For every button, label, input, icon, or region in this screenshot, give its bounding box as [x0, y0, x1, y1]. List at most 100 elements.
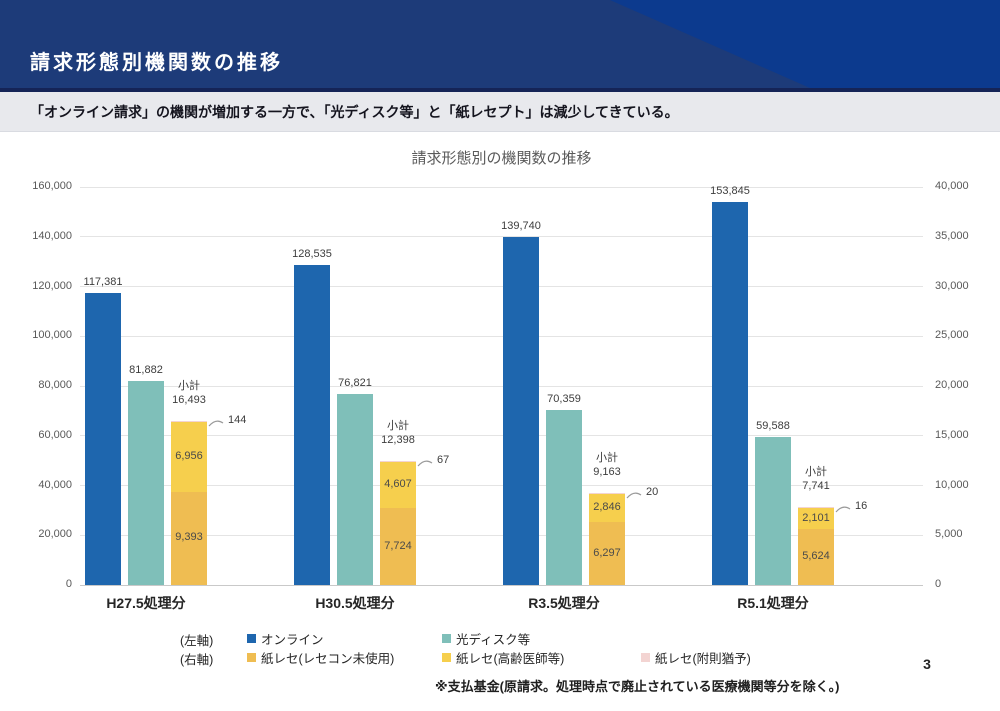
gridline	[80, 385, 923, 387]
stack-segment-0-3	[798, 529, 834, 585]
bar-value-label: 59,588	[756, 419, 790, 432]
gridline	[80, 435, 923, 437]
subtotal-label: 小計 7,741	[802, 466, 830, 493]
category-label-1: H30.5処理分	[315, 595, 395, 611]
right-axis-tick: 20,000	[935, 379, 969, 391]
page-number: 3	[923, 656, 931, 672]
legend-left-axis-label: (左軸)	[180, 634, 214, 648]
stack-segment-2-3	[798, 507, 834, 509]
right-axis-tick: 40,000	[935, 180, 969, 192]
stack-segment-2-1	[380, 461, 416, 463]
subtotal-label: 小計 12,398	[381, 420, 415, 447]
bar-value-label: 128,535	[292, 248, 332, 261]
bar-disk-3	[755, 436, 791, 585]
legend-label-paper-no-receipt-computer: 紙レセ(レセコン未使用)	[261, 652, 395, 666]
category-label-2: R3.5処理分	[528, 595, 600, 611]
left-axis-tick: 120,000	[32, 279, 72, 292]
stack-segment-0-1	[380, 508, 416, 585]
legend-item-paper-no-receipt-computer: 紙レセ(レセコン未使用)	[247, 648, 394, 667]
right-axis-tick: 25,000	[935, 329, 969, 342]
subtitle-bar: 「オンライン請求」の機関が増加する一方で、「光ディスク等」と「紙レセプト」は減少…	[0, 92, 1000, 132]
bar-disk-2	[546, 409, 582, 585]
stack-segment-2-0	[171, 420, 207, 423]
grace-value-label: 20	[646, 486, 659, 499]
right-axis-tick: 30,000	[935, 279, 969, 292]
subtotal-label: 小計 16,493	[172, 379, 206, 406]
stack-segment-0-2	[589, 522, 625, 585]
grace-leader-line	[626, 487, 643, 499]
segment-value-label: 4,607	[384, 478, 412, 491]
right-axis-tick: 15,000	[935, 428, 969, 441]
legend-label-online: オンライン	[261, 633, 324, 647]
legend-swatch-online	[247, 634, 256, 643]
segment-value-label: 9,393	[175, 531, 203, 544]
bar-value-label: 70,359	[547, 392, 581, 405]
grace-value-label: 16	[855, 500, 868, 513]
legend-label-disk: 光ディスク等	[456, 633, 531, 647]
bar-disk-0	[128, 381, 164, 585]
bar-online-3	[712, 202, 748, 585]
right-axis-tick: 5,000	[935, 528, 963, 541]
left-axis-tick: 0	[65, 578, 72, 590]
bar-value-label: 139,740	[501, 220, 541, 233]
header-bar: 請求形態別機関数の推移	[0, 0, 1000, 92]
stack-segment-1-2	[589, 494, 625, 523]
page-title: 請求形態別機関数の推移	[30, 52, 283, 74]
stack-segment-1-0	[171, 422, 207, 492]
gridline	[80, 335, 923, 337]
subtitle-text: 「オンライン請求」の機関が増加する一方で、「光ディスク等」と「紙レセプト」は減少…	[30, 103, 679, 120]
bar-value-label: 117,381	[83, 276, 123, 288]
left-axis-tick: 140,000	[32, 229, 72, 242]
bar-online-2	[503, 237, 539, 585]
legend-item-disk: 光ディスク等	[442, 629, 530, 648]
left-axis-tick: 20,000	[38, 528, 72, 541]
grace-leader-line	[208, 415, 225, 427]
legend-item-online: オンライン	[247, 629, 324, 648]
gridline	[80, 534, 923, 536]
bar-value-label: 76,821	[338, 376, 372, 389]
grace-value-label: 67	[437, 454, 450, 467]
gridline	[80, 286, 923, 287]
grace-value-label: 144	[228, 413, 247, 426]
legend-swatch-disk	[442, 634, 451, 643]
bar-value-label: 153,845	[710, 185, 750, 198]
segment-value-label: 2,101	[802, 511, 830, 524]
right-axis-tick: 0	[935, 578, 942, 590]
legend-label-paper-elderly: 紙レセ(高齢医師等)	[456, 652, 565, 666]
grace-leader-line	[835, 501, 852, 513]
segment-value-label: 6,956	[175, 449, 203, 462]
subtotal-label: 小計 9,163	[593, 452, 621, 479]
gridline	[80, 186, 923, 188]
stack-segment-2-2	[589, 493, 625, 495]
category-label-3: R5.1処理分	[737, 595, 809, 611]
segment-value-label: 7,724	[384, 539, 412, 552]
bar-online-1	[294, 265, 330, 585]
segment-value-label: 6,297	[593, 546, 621, 559]
right-axis-tick: 10,000	[935, 478, 969, 491]
gridline	[80, 584, 923, 586]
left-axis-tick: 100,000	[32, 329, 72, 342]
left-axis-tick: 80,000	[38, 379, 72, 391]
left-axis-tick: 40,000	[38, 478, 72, 491]
bar-disk-1	[337, 393, 373, 585]
legend-swatch-paper-elderly	[442, 653, 451, 662]
gridline	[80, 236, 923, 238]
stack-segment-1-1	[380, 462, 416, 509]
footnote: ※支払基金(原請求。処理時点で廃止されている医療機関等分を除く。)	[435, 679, 840, 694]
bar-value-label: 81,882	[129, 364, 163, 377]
bar-online-0	[85, 293, 121, 585]
right-axis-tick: 35,000	[935, 229, 969, 242]
legend-swatch-paper-grace	[641, 653, 650, 662]
category-label-0: H27.5処理分	[106, 595, 186, 611]
stack-segment-0-0	[171, 491, 207, 585]
segment-value-label: 5,624	[802, 550, 830, 563]
gridline	[80, 485, 923, 486]
legend-item-paper-grace: 紙レセ(附則猶予)	[641, 648, 751, 667]
legend-right-axis-label: (右軸)	[180, 653, 214, 667]
left-axis-tick: 60,000	[38, 428, 72, 441]
segment-value-label: 2,846	[593, 501, 621, 514]
stack-segment-1-3	[798, 508, 834, 530]
chart-title: 請求形態別の機関数の推移	[411, 150, 592, 167]
legend-swatch-paper-no-receipt-computer	[247, 653, 256, 662]
